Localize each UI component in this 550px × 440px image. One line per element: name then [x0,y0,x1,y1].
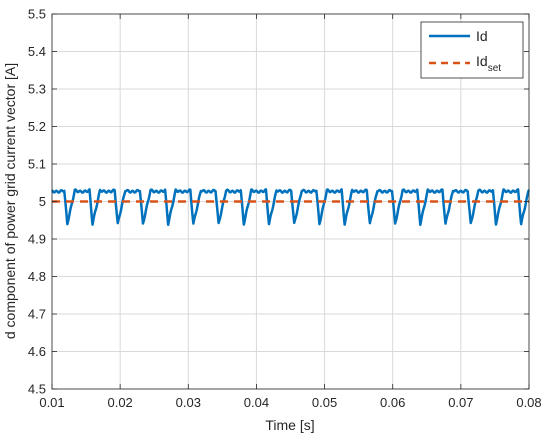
x-tick-label: 0.08 [516,395,541,410]
x-tick-label: 0.03 [176,395,201,410]
y-tick-label: 4.7 [28,307,46,322]
y-tick-label: 5 [39,194,46,209]
series-group [51,188,530,226]
y-tick-label: 4.8 [28,269,46,284]
x-tick-label: 0.04 [244,395,269,410]
legend: Id Idset [420,21,524,79]
y-tick-label: 5.5 [28,7,46,22]
x-tick-label: 0.07 [448,395,473,410]
x-tick-label: 0.02 [107,395,132,410]
y-tick-label: 5.2 [28,119,46,134]
y-tick-label: 4.9 [28,232,46,247]
y-tick-label: 4.6 [28,344,46,359]
y-tick-label: 5.1 [28,157,46,172]
legend-box [420,21,524,79]
series-line-id [51,188,530,226]
x-tick-label: 0.01 [39,395,64,410]
x-axis-label: Time [s] [265,417,314,433]
tick-labels: 0.01 0.02 0.03 0.04 0.05 0.06 0.07 0.08 4.5 4.6 4.… [28,7,542,411]
y-tick-label: 4.5 [28,382,46,397]
x-tick-label: 0.06 [380,395,405,410]
y-axis-label: d component of power grid current vector… [2,63,18,339]
legend-label-idset: Idset [476,53,501,74]
legend-label-id: Id [476,28,488,44]
y-tick-label: 5.4 [28,44,46,59]
y-tick-label: 5.3 [28,82,46,97]
x-tick-label: 0.05 [312,395,337,410]
tick-marks [51,13,530,390]
